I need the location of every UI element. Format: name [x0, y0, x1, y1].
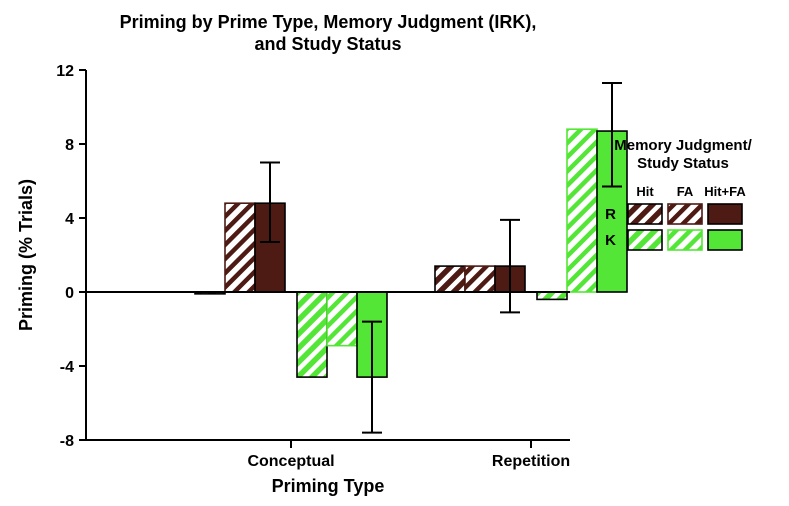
bar-conceptual-K_FA [327, 292, 357, 346]
legend-row-label: R [605, 206, 616, 223]
y-tick-label: 8 [65, 137, 74, 154]
legend-swatch-R_FA [668, 204, 702, 224]
legend-swatch-R_Hit [628, 204, 662, 224]
y-tick-label: -4 [60, 359, 74, 376]
legend-swatch-K_HitFA [708, 230, 742, 250]
bar-conceptual-R_FA [225, 203, 255, 292]
legend-title-line: Memory Judgment/ [614, 137, 752, 154]
legend-header: FA [677, 184, 694, 199]
y-axis-label: Priming (% Trials) [16, 179, 36, 331]
legend-row-label: K [605, 232, 616, 249]
y-tick-label: 12 [56, 63, 74, 80]
bar-repetition-R_FA [465, 266, 495, 292]
bar-repetition-K_Hit [537, 292, 567, 299]
legend-header: Hit+FA [704, 184, 746, 199]
legend-title-line: Study Status [637, 155, 729, 172]
y-tick-label: 4 [65, 211, 74, 228]
x-axis-label: Priming Type [272, 476, 385, 496]
y-tick-label: 0 [65, 285, 74, 302]
legend-swatch-K_Hit [628, 230, 662, 250]
y-tick-label: -8 [60, 433, 74, 450]
priming-bar-chart: Priming by Prime Type, Memory Judgment (… [0, 0, 789, 506]
chart-container: Priming by Prime Type, Memory Judgment (… [0, 0, 789, 506]
legend-header: Hit [636, 184, 654, 199]
chart-title-line: Priming by Prime Type, Memory Judgment (… [120, 12, 537, 32]
chart-title-line: and Study Status [254, 34, 401, 54]
bar-repetition-R_Hit [435, 266, 465, 292]
x-tick-label: Repetition [492, 453, 570, 470]
bar-conceptual-K_Hit [297, 292, 327, 377]
x-tick-label: Conceptual [247, 453, 334, 470]
legend-swatch-K_FA [668, 230, 702, 250]
bar-repetition-K_FA [567, 129, 597, 292]
legend-swatch-R_HitFA [708, 204, 742, 224]
